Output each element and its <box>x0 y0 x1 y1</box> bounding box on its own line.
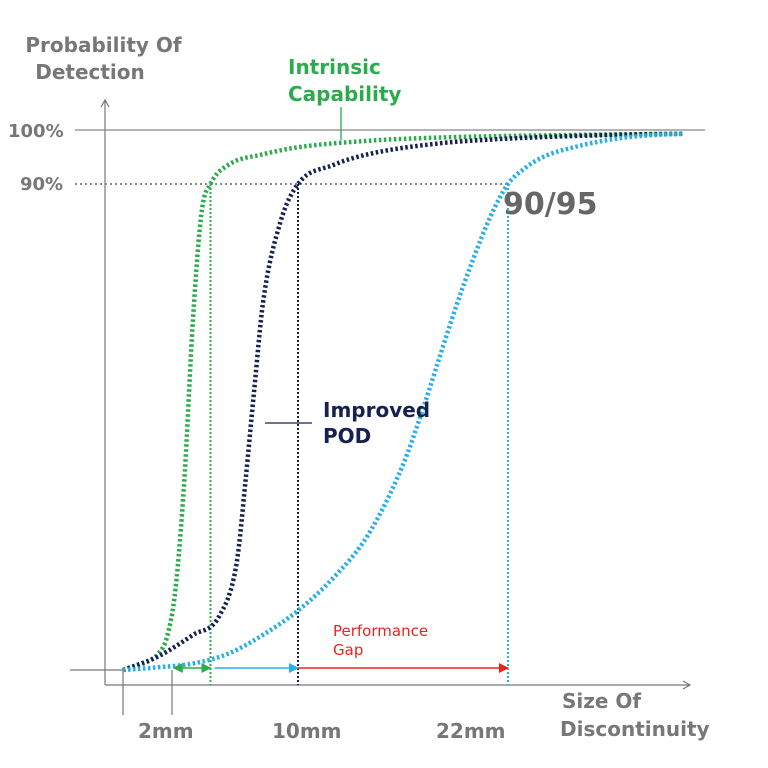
y-axis-label: Probability Of Detection <box>25 33 188 84</box>
improved-pod-label: Improved POD <box>323 398 437 448</box>
x-tick-2mm: 2mm <box>138 719 194 743</box>
intrinsic-capability-label: Intrinsic Capability <box>288 55 401 106</box>
ratio-label-90-95: 90/95 <box>503 187 597 222</box>
improved-pod-line-2: POD <box>323 424 371 448</box>
improved-pod-line-1: Improved <box>323 398 430 422</box>
y-tick-100: 100% <box>8 121 64 142</box>
series-curve-0 <box>122 131 684 673</box>
performance-gap-label: Performance Gap <box>333 622 433 659</box>
x-tick-22mm: 22mm <box>436 719 506 743</box>
y-axis-label-line-1: Probability Of <box>25 33 182 57</box>
intrinsic-capability-line-1: Intrinsic <box>288 55 381 79</box>
intrinsic-capability-line-2: Capability <box>288 82 401 106</box>
x-axis-label-line-1: Size Of <box>562 689 641 713</box>
performance-gap-line-1: Performance <box>333 622 428 640</box>
performance-gap-line-2: Gap <box>333 641 363 659</box>
y-axis-label-line-2: Detection <box>35 60 145 84</box>
x-tick-10mm: 10mm <box>272 719 342 743</box>
x-axis-label-line-2: Discontinuity <box>560 717 710 741</box>
series-curve-2 <box>122 131 684 673</box>
y-tick-90: 90% <box>20 174 63 195</box>
x-axis-label: Size Of Discontinuity <box>560 689 710 741</box>
